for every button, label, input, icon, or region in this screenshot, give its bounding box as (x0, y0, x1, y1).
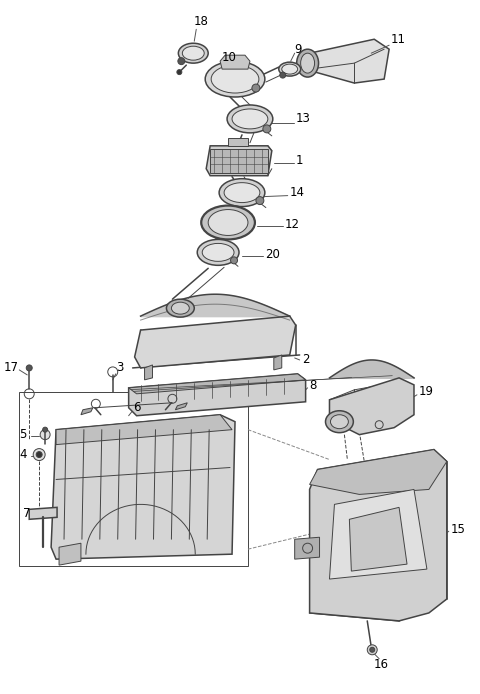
Polygon shape (274, 355, 282, 370)
Circle shape (256, 196, 264, 205)
Circle shape (280, 72, 286, 78)
Text: 6: 6 (132, 401, 140, 414)
Text: 16: 16 (373, 658, 389, 671)
Polygon shape (56, 415, 232, 445)
Ellipse shape (179, 43, 208, 63)
Ellipse shape (232, 109, 268, 129)
Polygon shape (349, 507, 407, 571)
Circle shape (230, 257, 238, 264)
Bar (19, 392, 248, 566)
Ellipse shape (300, 53, 314, 73)
Text: 19: 19 (419, 385, 434, 398)
Circle shape (252, 84, 260, 92)
Ellipse shape (325, 411, 353, 432)
Polygon shape (310, 450, 447, 621)
Text: 9: 9 (295, 43, 302, 56)
Text: 7: 7 (23, 507, 31, 520)
Circle shape (40, 430, 50, 439)
Bar (210, 149, 268, 173)
Circle shape (26, 365, 32, 371)
Circle shape (178, 58, 185, 65)
Text: 3: 3 (116, 362, 123, 375)
Ellipse shape (205, 61, 265, 97)
Ellipse shape (330, 415, 348, 429)
Text: 14: 14 (290, 186, 305, 199)
Ellipse shape (227, 105, 273, 133)
Polygon shape (81, 408, 93, 415)
Ellipse shape (208, 210, 248, 235)
Ellipse shape (224, 183, 260, 203)
Text: 5: 5 (19, 428, 27, 441)
Text: 11: 11 (391, 33, 406, 46)
Text: 15: 15 (451, 523, 466, 536)
Polygon shape (206, 146, 272, 176)
Circle shape (36, 452, 42, 457)
Ellipse shape (197, 239, 239, 265)
Text: 8: 8 (310, 380, 317, 392)
Polygon shape (305, 40, 389, 83)
Text: 1: 1 (296, 154, 303, 167)
Polygon shape (129, 374, 306, 416)
Circle shape (33, 448, 45, 461)
Circle shape (263, 125, 271, 133)
Ellipse shape (202, 244, 234, 262)
Ellipse shape (167, 299, 194, 317)
Polygon shape (51, 415, 235, 559)
Circle shape (370, 648, 375, 652)
Circle shape (43, 428, 48, 432)
Polygon shape (144, 365, 153, 380)
Text: 20: 20 (265, 248, 280, 261)
Text: 12: 12 (285, 218, 300, 231)
Polygon shape (175, 403, 187, 409)
Ellipse shape (297, 49, 319, 77)
Text: 4: 4 (19, 448, 27, 461)
Polygon shape (59, 543, 81, 565)
Polygon shape (228, 138, 248, 146)
Polygon shape (129, 374, 306, 393)
Polygon shape (134, 316, 296, 368)
Polygon shape (310, 450, 447, 494)
Ellipse shape (279, 62, 300, 76)
Ellipse shape (219, 178, 265, 207)
Ellipse shape (211, 65, 259, 93)
Circle shape (367, 645, 377, 654)
Polygon shape (220, 55, 250, 69)
Text: 18: 18 (193, 15, 208, 28)
Ellipse shape (182, 46, 204, 60)
Ellipse shape (171, 302, 189, 314)
Polygon shape (29, 507, 57, 519)
Circle shape (177, 69, 182, 74)
Polygon shape (329, 489, 427, 579)
Text: 17: 17 (3, 362, 18, 375)
Ellipse shape (282, 64, 298, 74)
Ellipse shape (201, 205, 255, 239)
Text: 2: 2 (301, 353, 309, 366)
Polygon shape (295, 537, 320, 559)
Polygon shape (329, 378, 414, 434)
Text: 10: 10 (222, 51, 237, 64)
Text: 13: 13 (296, 112, 311, 126)
